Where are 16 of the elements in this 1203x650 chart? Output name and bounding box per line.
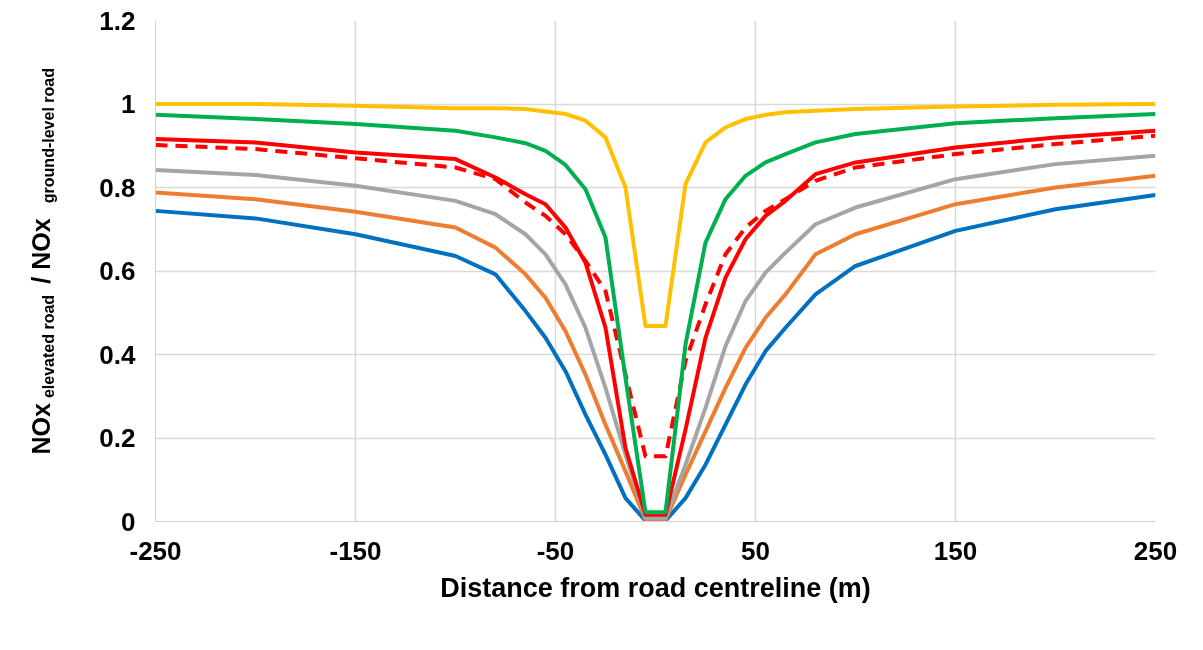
y-tick-label: 0.2 — [99, 423, 136, 453]
y-axis-title: NOxelevated road / NOxground-level road — [26, 68, 57, 455]
x-axis-title: Distance from road centreline (m) — [440, 572, 871, 603]
y-tick-label: 0 — [121, 506, 136, 537]
y-tick-label: 0.4 — [99, 339, 137, 370]
x-tick-label: -250 — [129, 535, 182, 566]
x-tick-label: 150 — [933, 535, 978, 566]
x-tick-label: 50 — [741, 535, 770, 566]
y-tick-label: 1 — [121, 89, 136, 119]
line-series — [155, 102, 1156, 329]
y-tick-label: 0.6 — [99, 256, 136, 286]
y-tick-label: 0.8 — [99, 172, 136, 203]
x-tick-label: -150 — [329, 535, 382, 566]
y-tick-label: 1.2 — [99, 5, 136, 36]
x-tick-label: -50 — [536, 535, 575, 566]
x-tick-label: 250 — [1133, 535, 1178, 566]
